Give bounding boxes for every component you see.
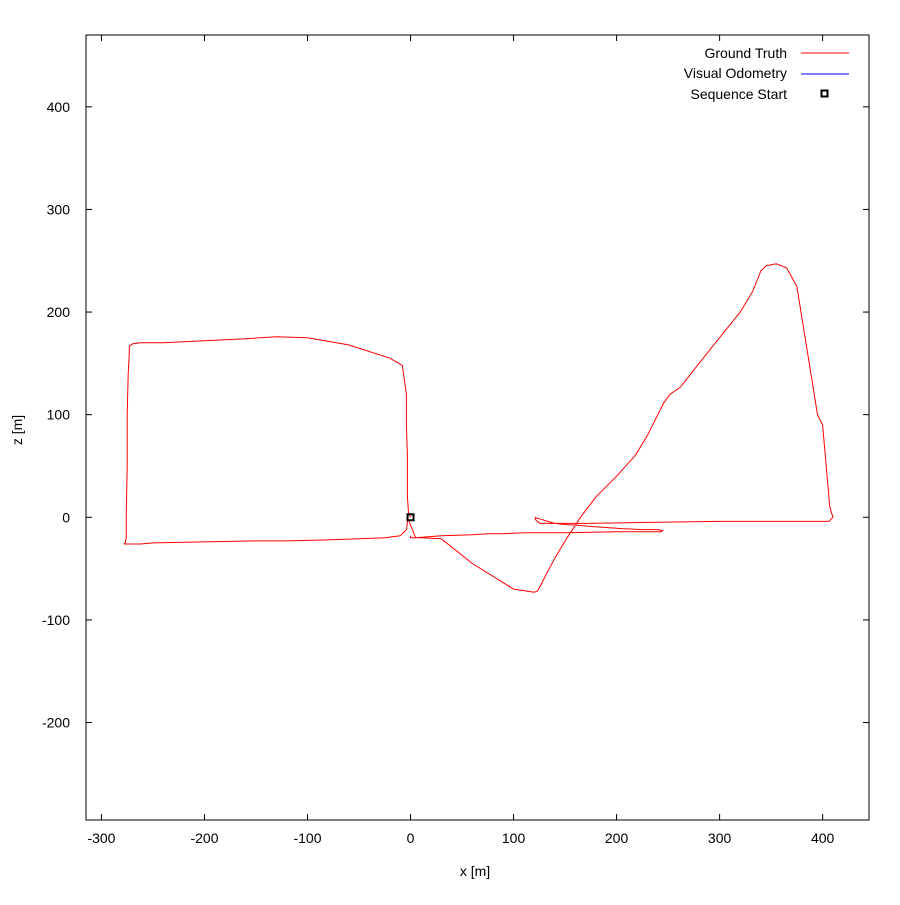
legend-marker-sequence-start [820, 89, 829, 98]
x-tick-label: -200 [190, 830, 218, 846]
axis-ticks: -300 -200 -100 0 100 200 300 400 -200 -100 0 100 200… [42, 35, 869, 846]
y-tick-label: 100 [47, 407, 71, 423]
legend-label-ground-truth: Ground Truth [705, 45, 788, 61]
x-tick-label: 300 [708, 830, 732, 846]
legend: Ground Truth Visual Odometry Sequence St… [684, 45, 849, 102]
plot-frame [85, 34, 870, 821]
series-group [123, 263, 834, 593]
x-tick-label: 200 [605, 830, 629, 846]
sequence-start-marker [406, 513, 415, 522]
series-line-0 [123, 263, 834, 593]
y-tick-label: 400 [47, 99, 71, 115]
x-tick-label: 0 [407, 830, 415, 846]
x-axis-label: x [m] [460, 863, 490, 879]
legend-label-visual-odometry: Visual Odometry [684, 65, 787, 81]
y-tick-label: -200 [42, 715, 70, 731]
y-tick-label: 300 [47, 201, 71, 217]
x-tick-label: -300 [87, 830, 115, 846]
x-tick-label: 100 [502, 830, 526, 846]
y-axis-label: z [m] [9, 415, 25, 445]
legend-label-sequence-start: Sequence Start [690, 86, 787, 102]
y-tick-label: -100 [42, 612, 70, 628]
x-tick-label: -100 [293, 830, 321, 846]
y-tick-label: 0 [62, 509, 70, 525]
x-tick-label: 400 [811, 830, 835, 846]
y-tick-label: 200 [47, 304, 71, 320]
